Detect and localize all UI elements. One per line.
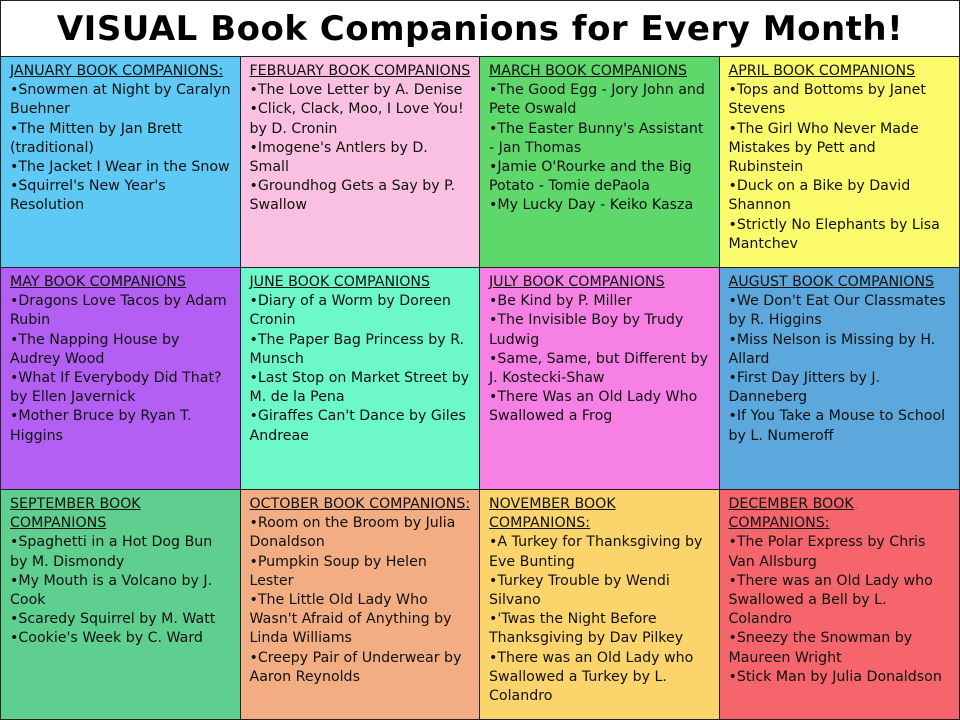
book-item: •Sneezy the Snowman by Maureen Wright bbox=[728, 630, 913, 666]
book-item: •The Love Letter by A. Denise bbox=[249, 82, 463, 99]
month-heading: APRIL BOOK COMPANIONS bbox=[728, 63, 916, 79]
book-item: •What If Everybody Did That? by Ellen Ja… bbox=[10, 370, 222, 406]
month-cell: OCTOBER BOOK COMPANIONS: •Room on the Bro… bbox=[240, 490, 480, 719]
book-item: •The Paper Bag Princess by R. Munsch bbox=[249, 331, 465, 367]
month-cell: MARCH BOOK COMPANIONS •The Good Egg - Jor… bbox=[480, 57, 720, 268]
book-item: •There Was an Old Lady Who Swallowed a F… bbox=[489, 389, 698, 425]
book-item: •The Girl Who Never Made Mistakes by Pet… bbox=[728, 120, 919, 176]
book-item: •There was an Old Lady who Swallowed a T… bbox=[489, 649, 694, 705]
month-cell: JANUARY BOOK COMPANIONS: •Snowmen at Nigh… bbox=[1, 57, 241, 268]
month-heading: AUGUST BOOK COMPANIONS bbox=[728, 274, 935, 290]
book-item: •The Polar Express by Chris Van Allsburg bbox=[728, 534, 926, 570]
book-item: •Giraffes Can't Dance by Giles Andreae bbox=[249, 408, 466, 444]
month-heading: FEBRUARY BOOK COMPANIONS bbox=[249, 63, 471, 79]
book-item: •Snowmen at Night by Caralyn Buehner bbox=[10, 82, 231, 118]
month-heading: OCTOBER BOOK COMPANIONS: bbox=[249, 496, 471, 512]
book-item: •Stick Man by Julia Donaldson bbox=[728, 668, 942, 685]
book-item: •Scaredy Squirrel by M. Watt bbox=[10, 611, 216, 628]
book-item: •There was an Old Lady who Swallowed a B… bbox=[728, 572, 933, 628]
month-grid: JANUARY BOOK COMPANIONS: •Snowmen at Nigh… bbox=[1, 57, 959, 719]
book-item: •Dragons Love Tacos by Adam Rubin bbox=[10, 293, 227, 329]
month-cell: APRIL BOOK COMPANIONS •Tops and Bottoms b… bbox=[719, 57, 959, 268]
month-heading: JULY BOOK COMPANIONS bbox=[489, 274, 665, 290]
book-item: •Miss Nelson is Missing by H. Allard bbox=[728, 331, 936, 367]
month-heading: SEPTEMBER BOOK COMPANIONS bbox=[10, 496, 141, 532]
book-item: •The Little Old Lady Who Wasn't Afraid o… bbox=[249, 592, 452, 647]
title: VISUAL Book Companions for Every Month! bbox=[1, 1, 959, 57]
month-cell: DECEMBER BOOK COMPANIONS: •The Polar Expr… bbox=[719, 490, 959, 719]
book-item: •First Day Jitters by J. Danneberg bbox=[728, 370, 881, 406]
month-heading: JANUARY BOOK COMPANIONS: bbox=[10, 63, 224, 79]
book-item: •The Easter Bunny's Assistant - Jan Thom… bbox=[489, 120, 704, 156]
book-item: •Room on the Broom by Julia Donaldson bbox=[249, 515, 456, 551]
book-item: •The Mitten by Jan Brett (traditional) bbox=[10, 120, 183, 156]
book-item: •Mother Bruce by Ryan T. Higgins bbox=[10, 408, 192, 444]
book-item: •The Good Egg - Jory John and Pete Oswal… bbox=[489, 82, 705, 118]
month-cell: MAY BOOK COMPANIONS •Dragons Love Tacos b… bbox=[1, 268, 241, 490]
book-item: •Strictly No Elephants by Lisa Mantchev bbox=[728, 216, 940, 252]
book-item: •Click, Clack, Moo, I Love You! by D. Cr… bbox=[249, 101, 464, 137]
month-cell: JULY BOOK COMPANIONS •Be Kind by P. Mille… bbox=[480, 268, 720, 490]
month-cell: SEPTEMBER BOOK COMPANIONS •Spaghetti in a… bbox=[1, 490, 241, 719]
book-item: •A Turkey for Thanksgiving by Eve Buntin… bbox=[489, 534, 703, 570]
book-item: •The Invisible Boy by Trudy Ludwig bbox=[489, 312, 684, 348]
book-item: •Last Stop on Market Street by M. de la … bbox=[249, 370, 470, 406]
month-cell: FEBRUARY BOOK COMPANIONS •The Love Letter… bbox=[240, 57, 480, 268]
book-item: •Groundhog Gets a Say by P. Swallow bbox=[249, 178, 456, 214]
month-heading: MARCH BOOK COMPANIONS bbox=[489, 63, 688, 79]
book-item: •Creepy Pair of Underwear by Aaron Reyno… bbox=[249, 649, 462, 685]
book-item: •Cookie's Week by C. Ward bbox=[10, 630, 203, 647]
book-item: •Imogene's Antlers by D. Small bbox=[249, 139, 428, 176]
month-heading: DECEMBER BOOK COMPANIONS: bbox=[728, 496, 854, 532]
book-item: •Be Kind by P. Miller bbox=[489, 293, 632, 310]
month-cell: NOVEMBER BOOK COMPANIONS: •A Turkey for T… bbox=[480, 490, 720, 719]
book-item: •Same, Same, but Different by J. Kosteck… bbox=[489, 350, 709, 387]
book-item: •The Napping House by Audrey Wood bbox=[10, 331, 180, 367]
book-item: •Diary of a Worm by Doreen Cronin bbox=[249, 293, 451, 329]
month-heading: MAY BOOK COMPANIONS bbox=[10, 274, 186, 290]
book-item: •My Lucky Day - Keiko Kasza bbox=[489, 197, 694, 214]
book-item: •Duck on a Bike by David Shannon bbox=[728, 178, 911, 214]
month-cell: JUNE BOOK COMPANIONS •Diary of a Worm by … bbox=[240, 268, 480, 490]
book-item: •The Jacket I Wear in the Snow bbox=[10, 159, 230, 176]
book-item: •Squirrel's New Year's Resolution bbox=[10, 178, 166, 214]
book-item: •Jamie O'Rourke and the Big Potato - Tom… bbox=[489, 159, 692, 195]
month-heading: JUNE BOOK COMPANIONS bbox=[249, 274, 431, 290]
book-item: •We Don't Eat Our Classmates by R. Higgi… bbox=[728, 293, 946, 329]
book-item: •Turkey Trouble by Wendi Silvano bbox=[489, 572, 670, 609]
book-item: •Tops and Bottoms by Janet Stevens bbox=[728, 82, 926, 118]
month-cell: AUGUST BOOK COMPANIONS •We Don't Eat Our … bbox=[719, 268, 959, 490]
month-heading: NOVEMBER BOOK COMPANIONS: bbox=[489, 496, 616, 532]
book-item: •My Mouth is a Volcano by J. Cook bbox=[10, 572, 213, 609]
book-item: •Spaghetti in a Hot Dog Bun by M. Dismon… bbox=[10, 534, 213, 570]
book-item: •Pumpkin Soup by Helen Lester bbox=[249, 553, 427, 589]
book-item: •'Twas the Night Before Thanksgiving by … bbox=[489, 611, 684, 647]
book-item: •If You Take a Mouse to School by L. Num… bbox=[728, 408, 946, 444]
